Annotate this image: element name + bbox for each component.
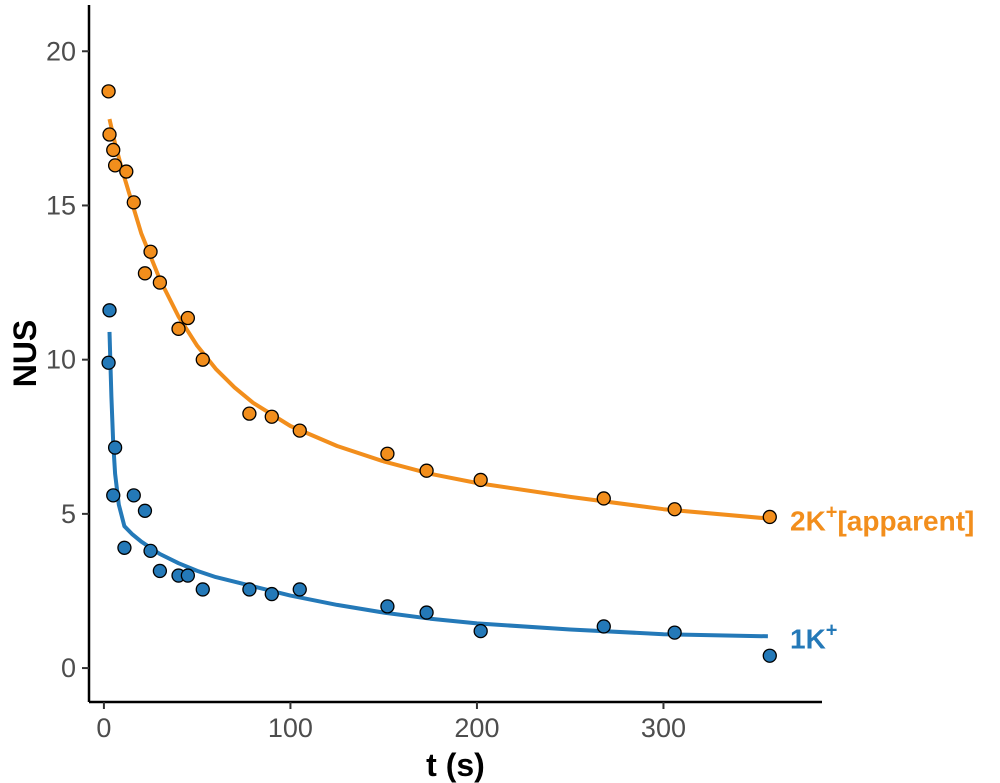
data-point [126, 488, 141, 503]
data-point [762, 509, 777, 525]
series-label-main: 1K [790, 623, 826, 654]
data-point [101, 355, 116, 370]
data-point [117, 540, 132, 555]
data-point [180, 310, 196, 326]
data-point [292, 582, 307, 597]
data-point [380, 599, 395, 614]
y-tick-label: 10 [46, 345, 76, 375]
data-point [380, 446, 395, 461]
data-point [143, 244, 158, 259]
data-point [596, 491, 611, 506]
data-point [106, 488, 121, 503]
series-label-tail: [apparent] [837, 505, 974, 536]
x-axis-title: t (s) [426, 747, 485, 783]
data-point [762, 648, 777, 663]
x-tick-label: 100 [268, 713, 313, 743]
y-axis-title: NUS [7, 320, 43, 388]
data-point [242, 582, 257, 597]
data-point [180, 568, 196, 583]
data-point [596, 619, 611, 634]
fit-line-1 [107, 331, 768, 639]
y-tick-label: 15 [46, 190, 76, 220]
x-tick-label: 0 [96, 713, 111, 743]
series-label-main: 2K [790, 505, 826, 536]
data-point [102, 127, 117, 142]
data-point [242, 406, 257, 421]
data-point [264, 586, 279, 602]
data-point [106, 142, 121, 158]
data-point [152, 275, 168, 290]
y-tick-label: 0 [61, 653, 76, 683]
series-label-0: 2K+[apparent] [790, 501, 974, 536]
x-tick-label: 300 [641, 713, 686, 743]
data-point [667, 502, 682, 517]
axes: 0 100 200 300 0 5 10 15 20 [46, 5, 822, 743]
data-point [126, 195, 141, 210]
data-point [107, 158, 123, 173]
data-point [171, 321, 186, 336]
data-point [137, 503, 153, 518]
series-label-superscript: + [826, 619, 838, 641]
fit-line-0 [107, 118, 769, 521]
series-label-1: 1K+ [790, 619, 837, 654]
data-point [101, 84, 116, 99]
fit-curves [107, 118, 769, 639]
series-label-superscript: + [826, 501, 838, 523]
data-point [119, 164, 134, 179]
y-tick-label: 20 [46, 36, 76, 66]
data-point [473, 623, 488, 639]
data-point [419, 463, 434, 478]
data-point [473, 472, 488, 488]
data-point [264, 409, 279, 424]
data-point [107, 440, 123, 455]
x-tick-label: 200 [454, 713, 499, 743]
data-point [195, 352, 210, 367]
data-point [195, 582, 210, 597]
data-point [143, 543, 158, 559]
series-labels: 2K+[apparent]1K+ [790, 501, 974, 654]
data-point [419, 605, 434, 620]
data-points [101, 84, 777, 663]
y-tick-label: 5 [61, 499, 76, 529]
data-point [152, 563, 168, 579]
data-point [137, 266, 153, 281]
data-point [102, 303, 117, 318]
data-point [292, 423, 307, 438]
data-point [667, 625, 682, 640]
